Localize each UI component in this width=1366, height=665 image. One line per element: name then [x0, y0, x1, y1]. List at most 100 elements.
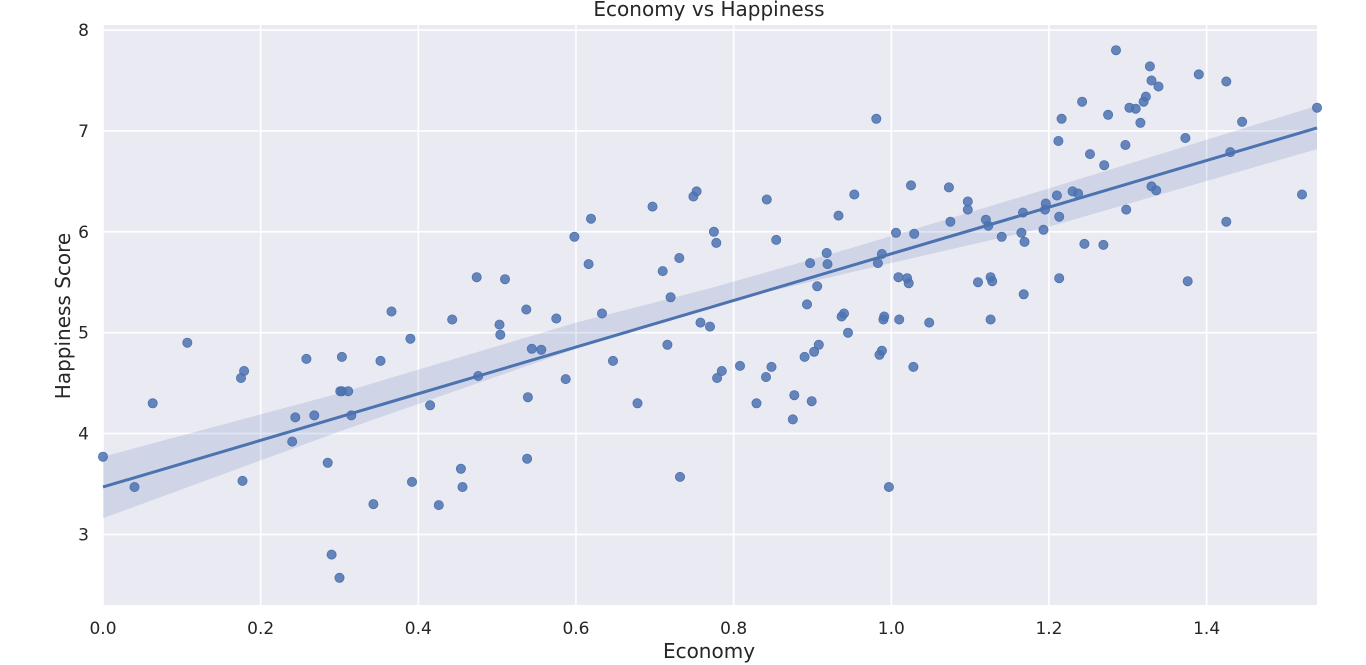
- data-point: [322, 457, 333, 468]
- data-point: [751, 398, 762, 409]
- x-axis-label: Economy: [663, 639, 755, 663]
- data-point: [924, 317, 935, 328]
- data-point: [1135, 117, 1146, 128]
- data-point: [1016, 227, 1027, 238]
- data-point: [675, 471, 686, 482]
- data-point: [1053, 135, 1064, 146]
- data-point: [657, 266, 668, 277]
- x-tick-label: 0.2: [247, 619, 274, 639]
- regression-line: [102, 126, 1318, 489]
- data-point: [833, 210, 844, 221]
- data-point: [1312, 102, 1323, 113]
- data-point: [787, 414, 798, 425]
- data-point: [903, 278, 914, 289]
- x-tick-label: 0.8: [720, 619, 747, 639]
- data-point: [1144, 61, 1155, 72]
- data-point: [809, 346, 820, 357]
- data-point: [433, 500, 444, 511]
- data-point: [334, 572, 345, 583]
- data-point: [876, 345, 887, 356]
- data-point: [471, 272, 482, 283]
- data-point: [1221, 216, 1232, 227]
- data-point: [521, 304, 532, 315]
- data-point: [945, 216, 956, 227]
- data-point: [1038, 224, 1049, 235]
- x-tick-label: 1.2: [1035, 619, 1062, 639]
- data-point: [705, 321, 716, 332]
- data-point: [495, 329, 506, 340]
- data-point: [301, 353, 312, 364]
- data-point: [674, 252, 685, 263]
- data-point: [799, 351, 810, 362]
- data-point: [1099, 160, 1110, 171]
- data-point: [1120, 139, 1131, 150]
- data-point: [129, 481, 140, 492]
- data-point: [1180, 132, 1191, 143]
- data-point: [239, 365, 250, 376]
- data-point: [839, 308, 850, 319]
- y-tick-label: 4: [78, 425, 89, 445]
- data-point: [551, 313, 562, 324]
- data-point: [843, 327, 854, 338]
- data-point: [336, 351, 347, 362]
- data-point: [632, 398, 643, 409]
- data-point: [662, 339, 673, 350]
- data-point: [813, 339, 824, 350]
- data-point: [1182, 276, 1193, 287]
- data-point: [287, 436, 298, 447]
- data-point: [761, 371, 772, 382]
- y-tick-label: 3: [78, 525, 89, 545]
- data-point: [375, 355, 386, 366]
- y-tick-label: 6: [78, 223, 89, 243]
- data-point: [906, 180, 917, 191]
- data-point: [1018, 289, 1029, 300]
- data-point: [771, 234, 782, 245]
- data-point: [735, 360, 746, 371]
- data-point: [1056, 113, 1067, 124]
- data-point: [560, 374, 571, 385]
- data-point: [789, 390, 800, 401]
- confidence-band: [103, 105, 1317, 519]
- data-point: [1146, 75, 1157, 86]
- data-point: [909, 228, 920, 239]
- data-point: [494, 319, 505, 330]
- data-point: [891, 227, 902, 238]
- data-point: [457, 481, 468, 492]
- y-tick-label: 8: [78, 21, 89, 41]
- data-point: [1140, 91, 1151, 102]
- data-point: [326, 549, 337, 560]
- data-point: [893, 272, 904, 283]
- data-point: [1297, 189, 1308, 200]
- data-point: [526, 343, 537, 354]
- y-tick-label: 7: [78, 122, 89, 142]
- data-point: [908, 361, 919, 372]
- data-point: [583, 259, 594, 270]
- y-axis-label: Happiness Score: [51, 233, 75, 399]
- data-point: [871, 113, 882, 124]
- regression-line-group: [102, 126, 1318, 489]
- data-point: [879, 311, 890, 322]
- data-point: [569, 231, 580, 242]
- data-point: [822, 259, 833, 270]
- data-point: [1098, 239, 1109, 250]
- x-tick-label: 1.0: [878, 619, 905, 639]
- data-point: [1051, 190, 1062, 201]
- x-tick-label: 0.4: [405, 619, 432, 639]
- data-point: [425, 400, 436, 411]
- x-tick-label: 1.4: [1193, 619, 1220, 639]
- data-point: [1019, 236, 1030, 247]
- data-point: [695, 317, 706, 328]
- data-point: [1193, 69, 1204, 80]
- data-point: [985, 314, 996, 325]
- data-point: [691, 186, 702, 197]
- data-point: [973, 277, 984, 288]
- data-point: [1151, 185, 1162, 196]
- data-point: [805, 258, 816, 269]
- data-point: [1054, 211, 1065, 222]
- y-tick-labels: 3 4 5 6 7 8: [78, 21, 89, 545]
- data-point: [499, 274, 510, 285]
- data-point: [1079, 238, 1090, 249]
- data-point: [405, 333, 416, 344]
- data-point: [1121, 204, 1132, 215]
- data-point: [608, 355, 619, 366]
